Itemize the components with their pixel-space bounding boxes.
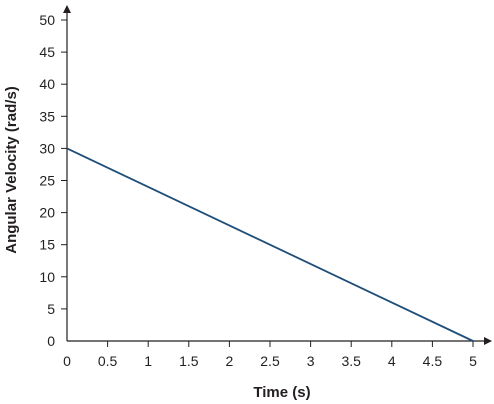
- y-tick-label: 40: [39, 76, 55, 92]
- y-tick-label: 45: [39, 44, 55, 60]
- y-axis-title: Angular Velocity (rad/s): [3, 86, 20, 254]
- y-ticks: 0 5 10 15 20 25 30 35 40 45 50: [39, 12, 67, 349]
- y-tick-label: 10: [39, 269, 55, 285]
- x-tick-label: 2.5: [260, 353, 280, 369]
- x-tick-label: 5: [469, 353, 477, 369]
- series-line: [66, 147, 474, 342]
- y-tick-label: 0: [47, 333, 55, 349]
- x-tick-label: 1: [144, 353, 152, 369]
- y-tick-label: 20: [39, 205, 55, 221]
- y-tick-label: 35: [39, 108, 55, 124]
- x-axis-title: Time (s): [253, 384, 310, 401]
- y-tick-label: 50: [39, 12, 55, 28]
- x-tick-label: 4: [388, 353, 396, 369]
- y-tick-label: 25: [39, 173, 55, 189]
- series-layer: [66, 147, 474, 342]
- y-tick-label: 30: [39, 140, 55, 156]
- x-tick-label: 1.5: [179, 353, 199, 369]
- x-tick-label: 3: [307, 353, 315, 369]
- x-tick-label: 4.5: [423, 353, 443, 369]
- x-tick-label: 3.5: [341, 353, 361, 369]
- y-tick-label: 15: [39, 237, 55, 253]
- x-ticks: 0 0.5 1 1.5 2 2.5 3 3.5 4 4.5 5: [63, 341, 477, 369]
- x-tick-label: 0: [63, 353, 71, 369]
- x-tick-label: 2: [226, 353, 234, 369]
- x-tick-label: 0.5: [98, 353, 118, 369]
- y-tick-label: 5: [47, 301, 55, 317]
